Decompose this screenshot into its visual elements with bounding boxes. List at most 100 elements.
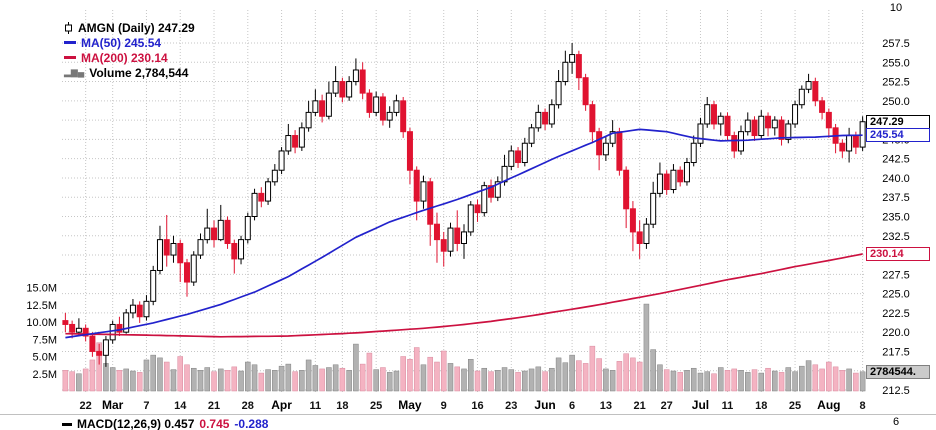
volume-bar [447,363,454,392]
volume-bar [826,361,832,392]
candle-body [548,104,555,125]
volume-bar [109,367,116,392]
volume-bar [339,367,346,392]
volume-bar [745,372,751,392]
candle-body [629,208,636,233]
volume-bar [603,368,609,392]
volume-bar [393,370,400,392]
candle-body [846,135,853,152]
ma200-price-tag: 230.14 [866,246,930,261]
candle-body [677,169,684,183]
candle-body [535,111,542,129]
ma50-price-tag: 245.54 [866,128,930,143]
candle-body [258,192,265,202]
volume-bar [738,370,744,392]
volume-bar [278,365,285,392]
candle-body [312,100,319,113]
volume-axis-label: 2.5M [33,369,57,381]
volume-bar [724,370,731,392]
volume-bar [731,368,738,392]
candle-body [569,54,576,63]
candle-body [670,169,677,191]
price-axis-label: 252.5 [882,77,910,89]
volume-bar [528,368,535,392]
macd-pane-axis-label: 6 [892,416,900,428]
volume-bar [299,370,305,392]
candle-body [271,169,278,183]
volume-bar [373,369,379,392]
candle-body [89,335,96,352]
candle-body [150,269,157,302]
x-axis-label: 6 [569,400,575,412]
price-axis-label: 225.0 [882,289,910,301]
candle-body [400,100,407,133]
volume-axis-label: 15.0M [26,283,57,295]
macd-line-icon [62,422,72,426]
volume-bar [474,370,481,392]
volume-bar [697,372,704,392]
legend-volume-row: ▂▆▄ Volume 2,784,544 [64,65,195,80]
volume-bar [535,366,542,392]
candle-body [197,239,204,256]
candle-body [650,192,657,225]
pane-divider [0,414,936,415]
volume-bar [265,369,271,392]
volume-bar [69,371,75,392]
volume-bar [82,368,89,392]
ma200-line-icon [64,56,76,59]
candle-body [758,115,765,137]
x-axis-label: 22 [80,400,92,412]
candle-body [852,135,859,148]
volume-value-tag: 2784544. [866,364,930,379]
volume-bar [123,368,129,392]
volume-bar [218,368,224,392]
price-axis-label: 222.5 [882,308,910,320]
volume-bar [657,364,663,392]
candle-body [812,81,819,102]
x-axis-label: 16 [471,400,483,412]
volume-bar [468,359,474,392]
candle-body [204,227,211,241]
volume-bar [785,367,792,392]
price-axis-label: 235.0 [882,212,910,224]
candle-body [751,119,758,137]
volume-bar [251,364,258,392]
volume-axis-label: 7.5M [33,334,57,346]
candle-body [616,131,623,171]
candle-body [163,239,170,256]
volume-bar [319,368,325,392]
price-axis-label: 220.0 [882,327,910,339]
candle-body [494,181,501,198]
volume-bar [258,372,265,392]
legend-symbol-row: AMGN (Daily) 247.29 [64,20,195,35]
volume-bar [245,361,251,392]
candle-body [224,219,231,244]
candle-body [521,142,528,164]
candle-body [643,223,650,244]
candle-body [508,150,515,167]
x-axis-label: 14 [174,400,187,412]
volume-bar [522,370,528,392]
volume-bar [596,358,602,392]
candle-body [278,150,285,171]
candle-body [62,320,69,325]
volume-bar [772,370,778,392]
volume-bar [562,362,569,392]
volume-bar [413,347,420,392]
x-axis-label: 21 [208,400,220,412]
axis-labels-layer: 212.5215.0217.5220.0222.5225.0227.5230.0… [26,38,909,412]
candle-body [298,127,305,148]
candle-body [738,131,745,152]
volume-bar [143,359,150,392]
candle-body [433,223,440,241]
candle-body [623,169,630,210]
volume-bar [76,373,82,392]
volume-bar [224,370,231,392]
volume-bar [805,360,812,392]
x-axis-label: Jul [692,398,709,412]
volume-bar [690,367,697,392]
candle-body [366,92,373,113]
volume-bar [116,370,123,392]
candle-body [265,181,272,202]
volume-bar [454,366,460,392]
